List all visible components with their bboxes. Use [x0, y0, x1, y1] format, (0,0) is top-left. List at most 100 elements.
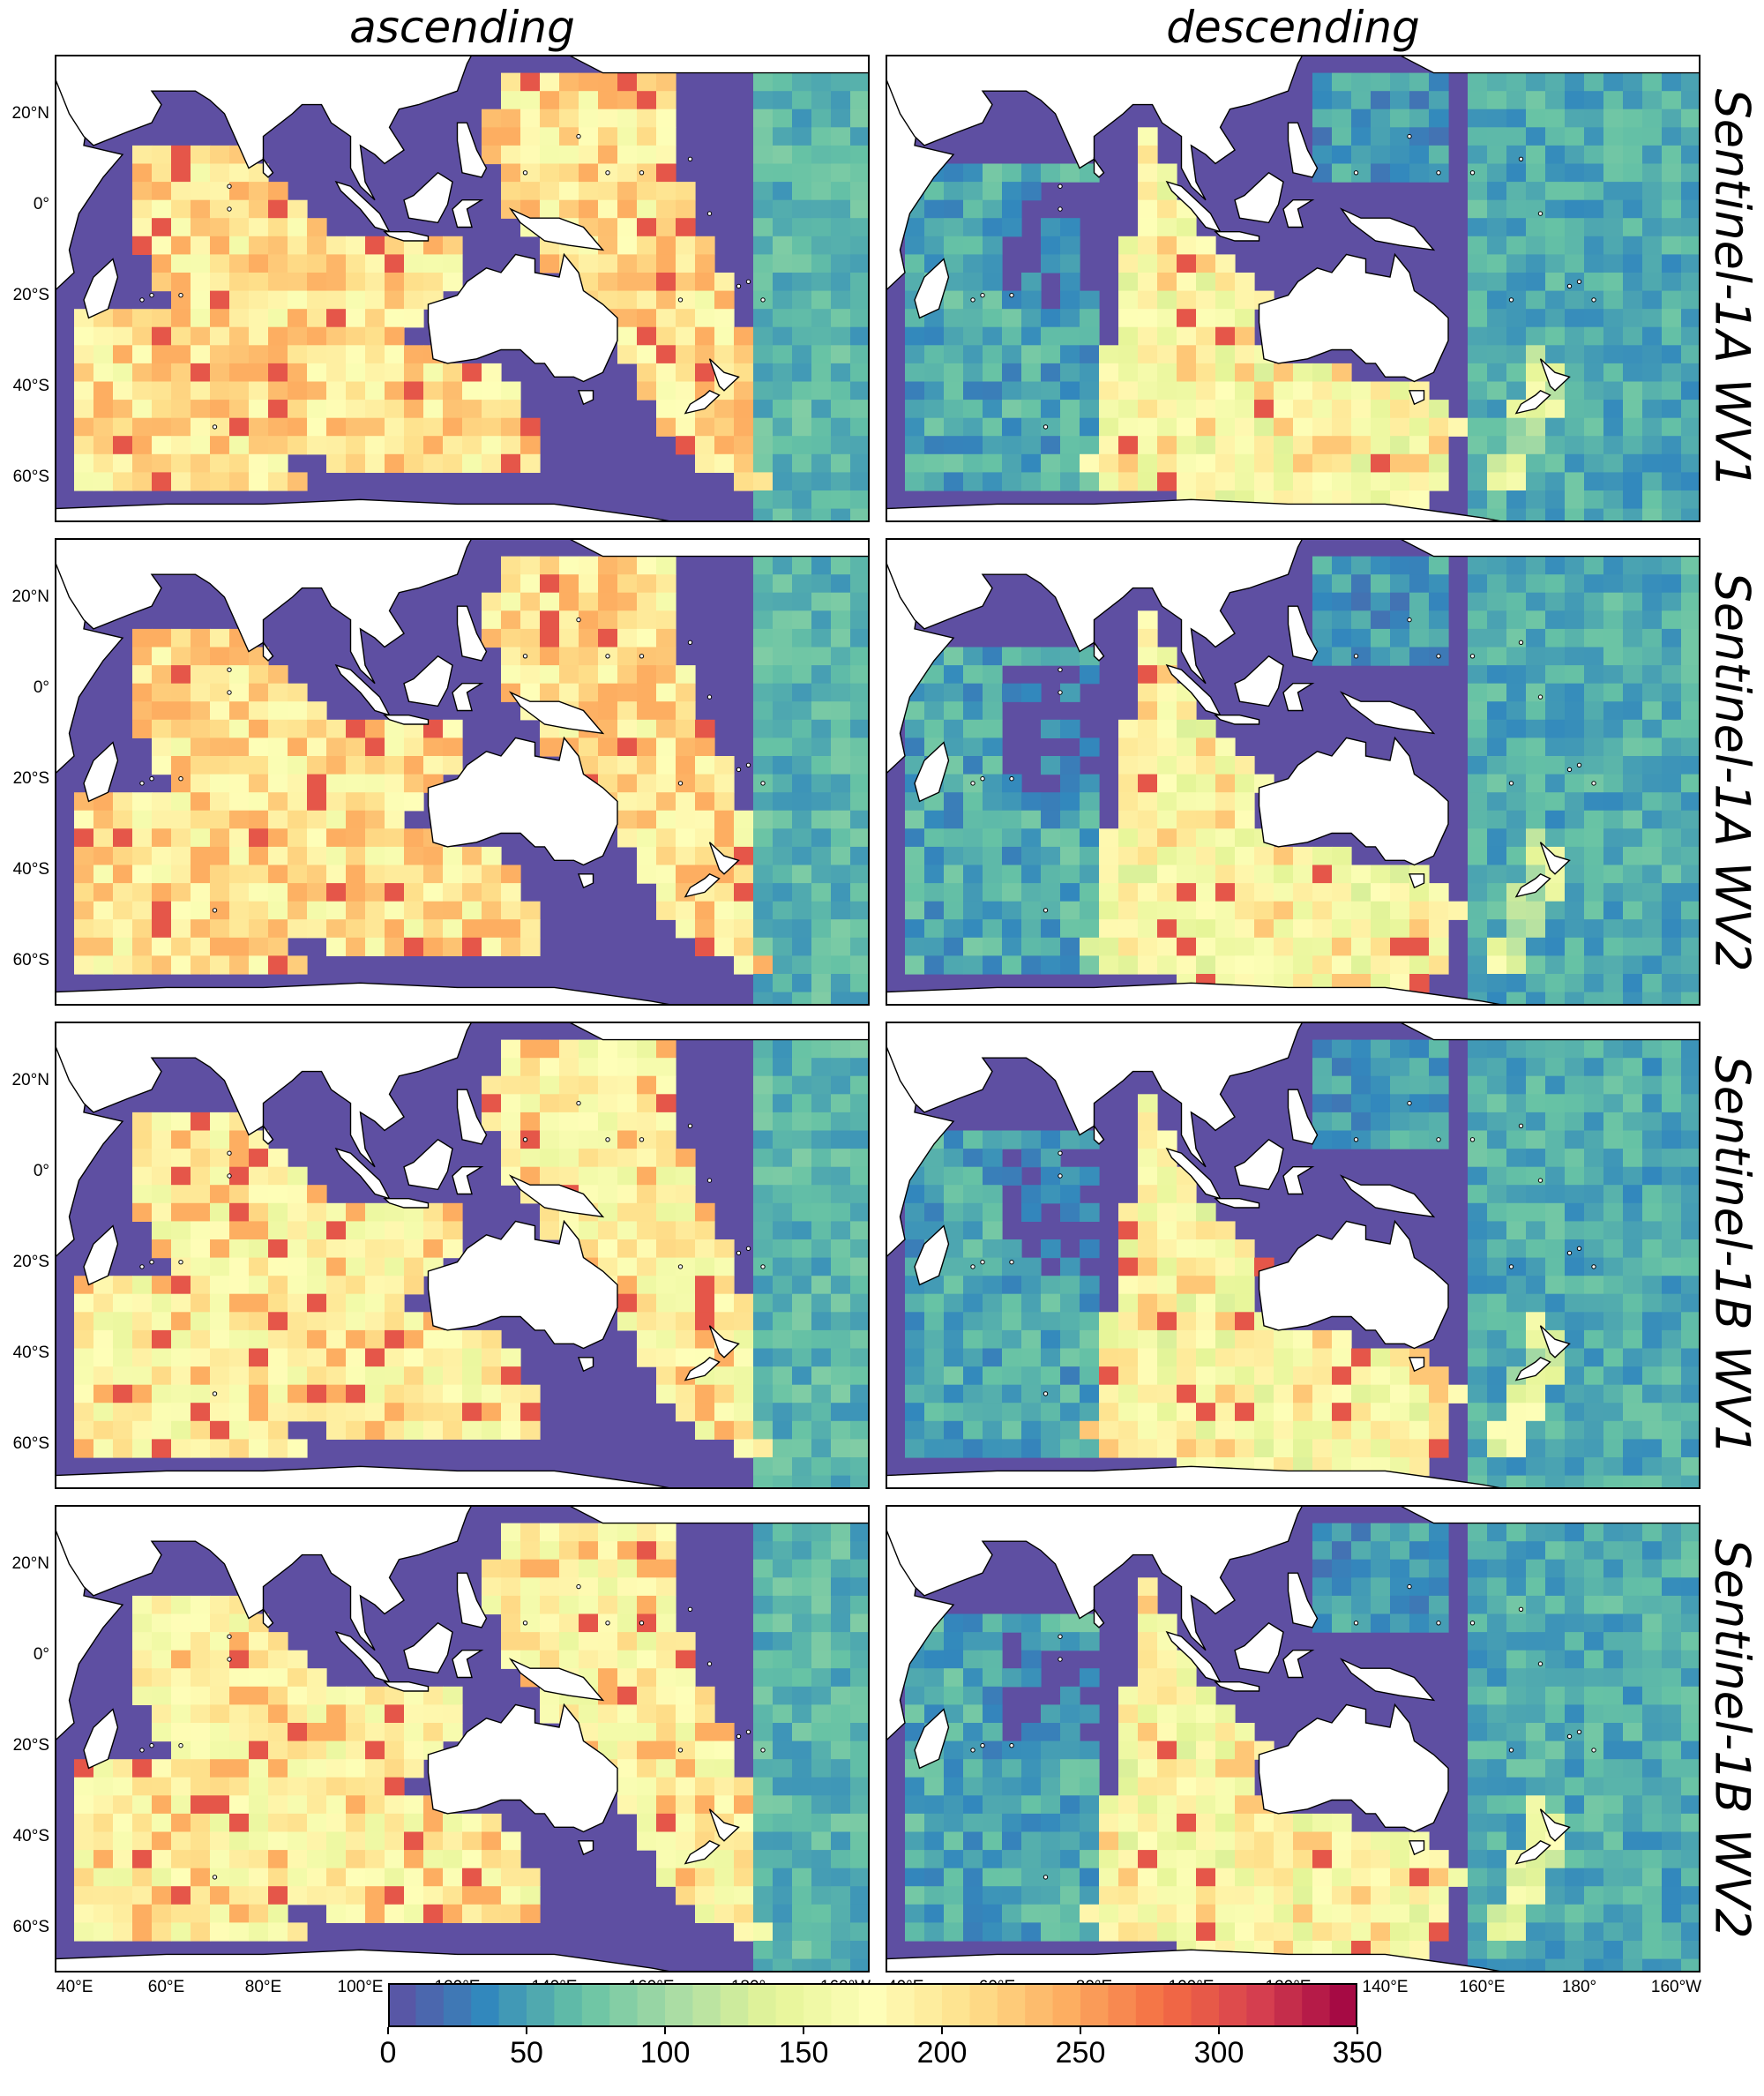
- island: [1043, 424, 1049, 430]
- island: [576, 133, 581, 139]
- island: [1566, 1733, 1573, 1740]
- colorbar-band: [1052, 1983, 1081, 2027]
- landmass: [55, 498, 870, 522]
- landmass: [1339, 1658, 1436, 1702]
- island: [522, 170, 528, 176]
- island: [970, 1748, 975, 1753]
- landmass: [334, 1630, 391, 1683]
- landmass: [1165, 1147, 1222, 1200]
- island: [178, 293, 183, 298]
- island: [1353, 1137, 1359, 1142]
- landmass: [452, 1649, 484, 1679]
- landmass: [886, 498, 1700, 522]
- landmass: [383, 714, 430, 725]
- island: [1058, 690, 1063, 695]
- island: [736, 1733, 742, 1740]
- landmass: [1093, 157, 1105, 178]
- island: [760, 781, 766, 786]
- island: [736, 283, 742, 289]
- island: [212, 908, 218, 913]
- map-panel-s1a-wv2-ascending: [55, 538, 870, 1006]
- lat-tick-label: 60°S: [12, 950, 49, 969]
- colorbar-band: [831, 1983, 860, 2027]
- island: [227, 1173, 232, 1179]
- island: [1043, 1875, 1049, 1880]
- island: [1508, 1264, 1514, 1269]
- colorbar: [388, 1983, 1358, 2027]
- island: [1537, 1661, 1544, 1666]
- colorbar-tick-mark: [1357, 2027, 1358, 2034]
- island: [139, 297, 145, 303]
- landmass: [1539, 1808, 1571, 1842]
- landmass: [708, 1808, 740, 1842]
- landmass: [1339, 207, 1436, 251]
- island: [1591, 1748, 1596, 1753]
- lon-tick-label: 160°W: [1650, 1978, 1702, 1996]
- colorbar-tick-mark: [387, 2027, 389, 2034]
- colorbar-band: [1329, 1983, 1358, 2027]
- colorbar-band: [692, 1983, 721, 2027]
- island: [1407, 1583, 1412, 1590]
- lat-tick-label: 0°: [33, 1161, 49, 1180]
- colorbar-band: [858, 1983, 887, 2027]
- island: [706, 694, 713, 700]
- column-title-descending: descending: [1166, 2, 1420, 53]
- landmass: [1282, 1649, 1315, 1679]
- panel-frame: [886, 538, 1700, 1006]
- colorbar-band: [1246, 1983, 1275, 2027]
- island: [1469, 1621, 1476, 1626]
- data-cells: [905, 1505, 1700, 1972]
- landmass: [55, 1949, 870, 1972]
- landmass: [403, 1138, 453, 1191]
- colorbar-tick-label: 250: [1055, 2036, 1106, 2070]
- island: [687, 156, 693, 162]
- lat-tick-label: 20°N: [11, 1553, 49, 1573]
- landmass: [334, 1147, 391, 1200]
- colorbar-band: [720, 1983, 749, 2027]
- colorbar-tick-label: 0: [379, 2036, 397, 2070]
- landmass: [1234, 1621, 1284, 1674]
- landmass: [684, 872, 721, 898]
- island: [760, 1264, 766, 1269]
- island: [1353, 654, 1359, 659]
- lon-tick-label: 160°E: [1459, 1978, 1506, 1996]
- landmass: [886, 982, 1700, 1006]
- map-panel-s1a-wv1-ascending: [55, 55, 870, 522]
- colorbar-band: [804, 1983, 832, 2027]
- island: [139, 1748, 145, 1753]
- island: [227, 1634, 232, 1639]
- colorbar-band: [997, 1983, 1026, 2027]
- island: [970, 297, 975, 303]
- island: [576, 617, 581, 623]
- landmass: [55, 538, 870, 685]
- landmass: [452, 682, 484, 712]
- island: [1436, 170, 1441, 176]
- island: [639, 170, 645, 176]
- landmass: [1214, 1681, 1260, 1692]
- colorbar-frame: [388, 1983, 1357, 2027]
- map-svg: [55, 1022, 870, 1489]
- landmass: [914, 1224, 950, 1286]
- island: [1058, 1173, 1063, 1179]
- island: [970, 1264, 975, 1269]
- colorbar-band: [1025, 1983, 1054, 2027]
- island: [1576, 279, 1582, 284]
- island: [687, 640, 693, 646]
- island: [576, 1100, 581, 1106]
- landmass: [83, 1224, 119, 1286]
- map-panel-s1b-wv2-ascending: [55, 1505, 870, 1972]
- landmass: [1339, 1174, 1436, 1218]
- lon-tick-label: 140°E: [1362, 1978, 1409, 1996]
- island: [1576, 1246, 1582, 1251]
- landmass: [508, 691, 605, 735]
- landmass: [456, 122, 488, 178]
- island: [1566, 1250, 1573, 1256]
- colorbar-band: [969, 1983, 998, 2027]
- landmass: [1165, 663, 1222, 716]
- island: [1009, 776, 1014, 782]
- island: [980, 1743, 985, 1748]
- island: [227, 690, 232, 695]
- colorbar-band: [1302, 1983, 1331, 2027]
- row-title-s1a-wv2: Sentinel-1A WV2: [1704, 572, 1760, 972]
- panel-frame: [55, 55, 870, 522]
